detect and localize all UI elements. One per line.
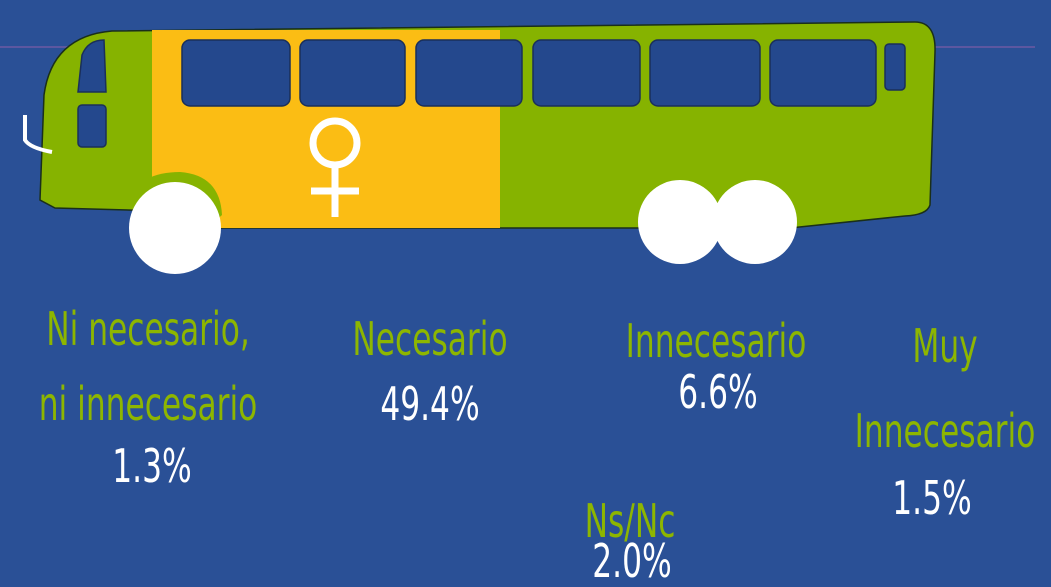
value: 2.0% (592, 535, 671, 587)
value: 49.4% (380, 378, 479, 432)
label: Ni necesario, (46, 303, 250, 357)
value: 1.3% (112, 440, 191, 494)
label: ni innecesario (39, 378, 258, 432)
label: Innecesario (855, 405, 1036, 459)
value: 1.5% (892, 472, 971, 526)
label: Innecesario (626, 315, 807, 369)
label: Necesario (352, 313, 507, 367)
value: 6.6% (678, 366, 757, 420)
slide: Ni necesario, ni innecesario 1.3% Necesa… (0, 0, 1051, 587)
label: Muy (912, 320, 977, 374)
